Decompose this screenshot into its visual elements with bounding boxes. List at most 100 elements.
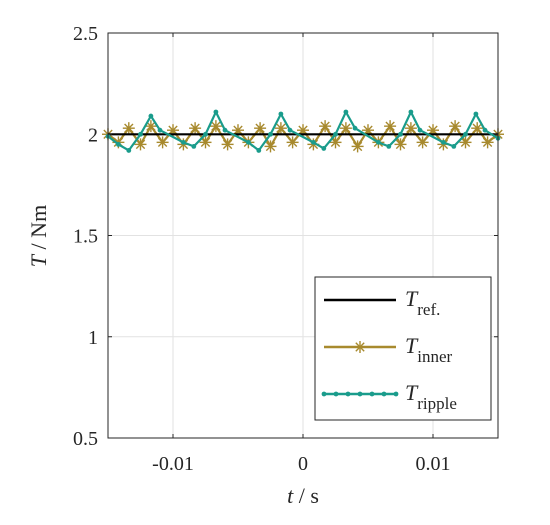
series-line — [107, 110, 499, 152]
data-point — [459, 136, 472, 149]
asterisk-stroke — [168, 125, 178, 135]
data-point — [362, 124, 374, 137]
data-point — [339, 122, 352, 135]
asterisk-stroke — [233, 125, 243, 135]
x-tick-label: -0.01 — [152, 453, 194, 475]
data-point — [278, 111, 284, 117]
legend-marker — [354, 341, 366, 353]
data-point — [126, 148, 132, 153]
data-point — [451, 144, 457, 149]
data-point — [213, 109, 219, 115]
legend-marker — [333, 391, 339, 397]
asterisk-stroke — [276, 123, 286, 133]
asterisk-stroke — [298, 125, 308, 135]
data-point — [463, 131, 468, 137]
data-point — [246, 139, 251, 145]
series-group — [102, 109, 504, 153]
legend-label-sub: inner — [417, 347, 452, 366]
data-point — [343, 109, 349, 115]
asterisk-stroke — [200, 137, 211, 148]
data-point — [394, 138, 407, 151]
asterisk-stroke — [460, 137, 471, 148]
data-point — [256, 148, 262, 153]
data-point — [417, 127, 423, 133]
y-axis-var: T — [26, 253, 51, 267]
asterisk-stroke — [406, 123, 416, 133]
asterisk-stroke — [482, 137, 493, 148]
y-tick-label: 0.5 — [73, 428, 98, 450]
data-point — [482, 127, 488, 133]
data-point — [481, 136, 494, 149]
legend-label-main: T — [405, 333, 419, 358]
asterisk-stroke — [341, 123, 351, 133]
data-point — [319, 120, 332, 133]
asterisk-stroke — [265, 141, 276, 152]
data-point — [134, 138, 147, 151]
asterisk-stroke — [330, 137, 341, 148]
legend-marker — [357, 391, 363, 397]
data-point — [191, 144, 197, 149]
data-point — [398, 131, 403, 137]
legend-label: Tripple — [405, 380, 457, 413]
data-point — [471, 122, 484, 135]
asterisk-stroke — [135, 139, 146, 150]
data-point — [138, 131, 143, 137]
data-point — [203, 131, 208, 137]
data-point — [473, 111, 479, 117]
data-point — [222, 127, 228, 133]
legend-entry: Tinner — [324, 333, 453, 366]
series-ripple — [105, 109, 501, 153]
axis-ticks: -0.01 0 0.01 0.5 1 1.5 2 2.5 — [73, 23, 498, 475]
data-point — [404, 122, 417, 135]
data-point — [157, 127, 163, 133]
y-axis-label: T / Nm — [26, 205, 51, 267]
legend-entry: Tripple — [321, 380, 457, 413]
legend-marker — [345, 391, 351, 397]
asterisk-stroke — [146, 121, 156, 131]
data-point — [408, 109, 414, 115]
legend-label: Tref. — [405, 286, 440, 319]
legend-entry: Tref. — [324, 286, 440, 319]
asterisk-stroke — [255, 123, 265, 133]
legend-marker — [381, 391, 387, 397]
data-point — [416, 136, 429, 149]
data-point — [209, 120, 222, 133]
data-point — [311, 139, 316, 145]
x-axis-unit: s — [310, 483, 319, 508]
data-point — [189, 122, 202, 135]
data-point — [449, 120, 462, 133]
x-axis-var: t — [287, 483, 294, 508]
legend-marker — [321, 391, 327, 397]
asterisk-stroke — [363, 125, 373, 135]
asterisk-stroke — [287, 137, 298, 148]
data-point — [287, 127, 293, 133]
legend-box — [314, 276, 492, 421]
asterisk-stroke — [428, 125, 438, 135]
y-tick-label: 1 — [88, 327, 98, 349]
asterisk-stroke — [417, 137, 428, 148]
x-axis-label: t / s — [287, 483, 319, 508]
legend-marker — [369, 391, 375, 397]
asterisk-stroke — [320, 121, 330, 131]
asterisk-stroke — [222, 139, 233, 150]
data-point — [181, 139, 186, 145]
legend-label-main: T — [405, 380, 419, 405]
asterisk-stroke — [385, 121, 395, 131]
data-point — [329, 136, 342, 149]
data-point — [321, 146, 327, 151]
data-point — [384, 120, 397, 133]
data-point — [376, 139, 381, 145]
data-point — [221, 138, 234, 151]
legend-label-sub: ref. — [417, 300, 440, 319]
data-point — [116, 141, 121, 147]
legend-label-sub: ripple — [417, 394, 457, 413]
data-point — [351, 140, 364, 153]
asterisk-stroke — [355, 342, 365, 352]
x-tick-label: 0.01 — [416, 453, 451, 475]
data-point — [268, 131, 273, 137]
asterisk-stroke — [211, 121, 221, 131]
asterisk-stroke — [450, 121, 460, 131]
y-axis-unit: Nm — [26, 205, 51, 238]
